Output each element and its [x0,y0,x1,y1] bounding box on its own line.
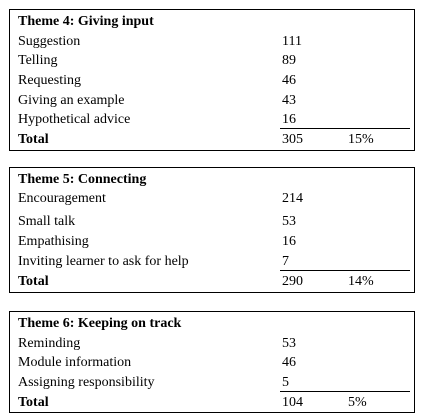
theme-5-row-value: 214 [282,191,303,206]
theme-4-row-value: 43 [282,93,296,108]
theme-6-row-value: 46 [282,355,296,370]
theme-4-total-rule [280,128,410,129]
theme-6-total-rule [280,391,410,392]
theme-4-row-label: Telling [18,53,58,68]
theme-5-total-rule [280,270,410,271]
theme-6-row-label: Assigning responsibility [18,375,155,390]
theme-4-row-label: Giving an example [18,93,125,108]
theme-5-row-label: Inviting learner to ask for help [18,254,189,269]
theme-5-title: Theme 5: Connecting [18,172,147,187]
theme-4-row-label: Requesting [18,73,81,88]
theme-4-row-label: Hypothetical advice [18,112,131,127]
theme-5-row-value: 7 [282,254,289,269]
theme-5-row-label: Encouragement [18,191,106,206]
theme-5-table: Theme 5: Connecting Encouragement 214 Sm… [9,167,415,293]
theme-4-total-label: Total [18,132,49,147]
theme-6-title: Theme 6: Keeping on track [18,316,182,331]
theme-6-table: Theme 6: Keeping on track Reminding 53 M… [9,311,415,413]
theme-4-row-value: 46 [282,73,296,88]
theme-5-row-value: 16 [282,234,296,249]
theme-4-row-label: Suggestion [18,34,81,49]
theme-4-total-percent: 15% [348,132,374,147]
theme-4-row-value: 111 [282,34,302,49]
theme-5-row-label: Small talk [18,214,76,229]
theme-4-title: Theme 4: Giving input [18,14,154,29]
theme-5-row-label: Empathising [18,234,89,249]
theme-4-row-value: 89 [282,53,296,68]
theme-6-total-label: Total [18,395,49,410]
theme-6-row-label: Reminding [18,336,81,351]
theme-5-total-percent: 14% [348,274,374,289]
theme-5-total-value: 290 [282,274,303,289]
theme-6-row-label: Module information [18,355,132,370]
theme-6-row-value: 53 [282,336,296,351]
theme-6-total-percent: 5% [348,395,367,410]
theme-4-row-value: 16 [282,112,296,127]
theme-6-total-value: 104 [282,395,303,410]
theme-4-table: Theme 4: Giving input Suggestion 111 Tel… [9,9,415,151]
theme-6-row-value: 5 [282,375,289,390]
theme-5-row-value: 53 [282,214,296,229]
theme-4-total-value: 305 [282,132,303,147]
theme-5-total-label: Total [18,274,49,289]
